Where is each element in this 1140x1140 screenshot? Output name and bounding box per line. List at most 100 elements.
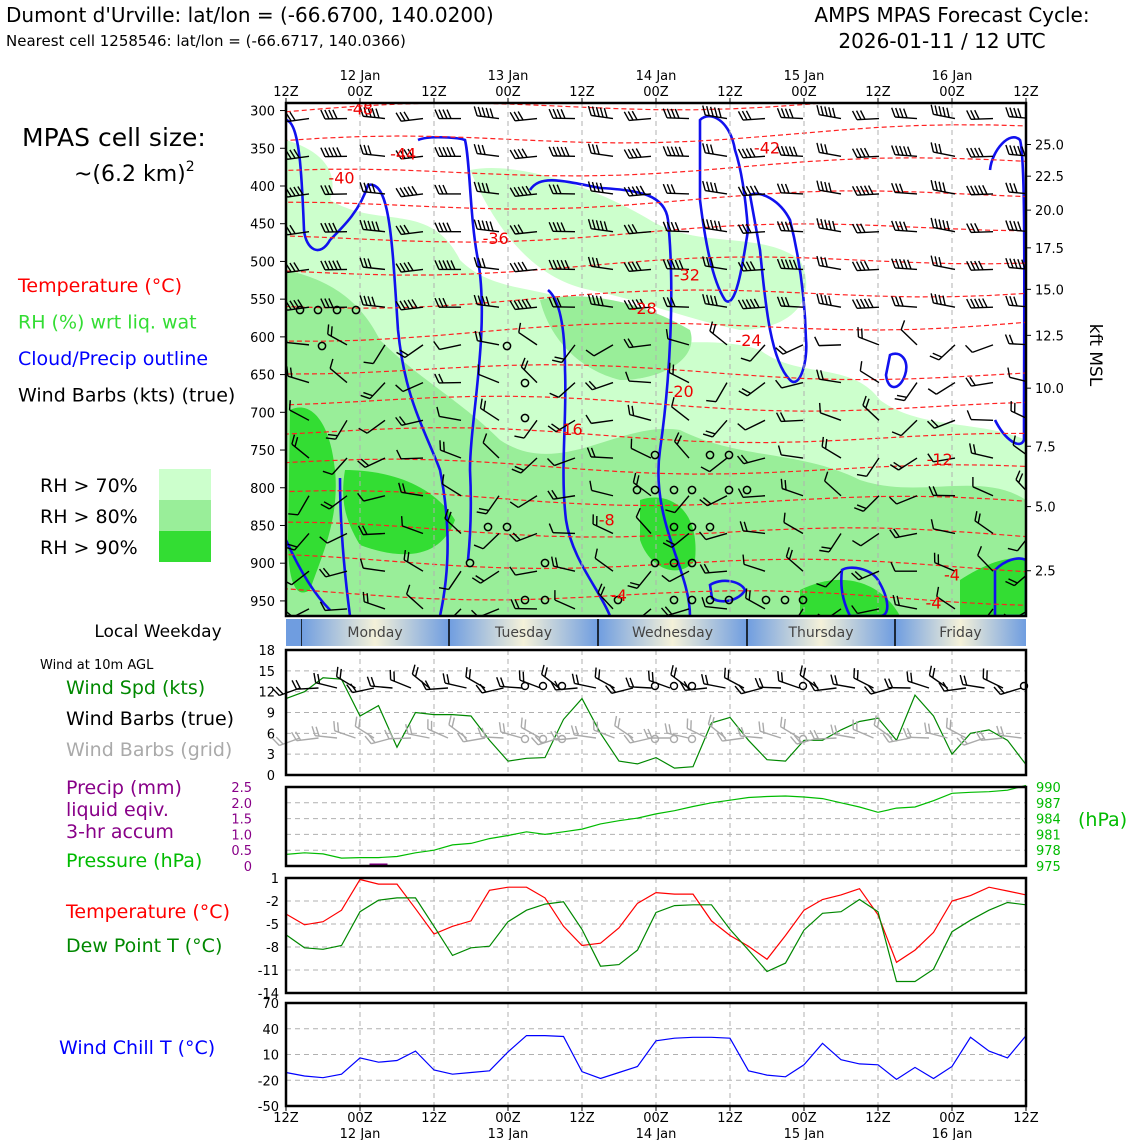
- wind-barb: [857, 327, 880, 346]
- wind-barb: [359, 219, 386, 233]
- wind-barb: [509, 566, 538, 576]
- temperature-label: -4: [926, 593, 942, 612]
- wind-barb: [473, 532, 500, 550]
- weekday-cell-lead: [286, 619, 301, 646]
- wind-barb: [395, 381, 424, 393]
- height-tick-label: 7.5: [1035, 440, 1056, 455]
- wind-barb: [509, 298, 538, 311]
- wind-tick-label: 6: [267, 727, 275, 742]
- wind-barb: [395, 185, 424, 198]
- pressure-tick-label: 800: [250, 482, 275, 497]
- surface-wind-barb: [366, 676, 393, 689]
- top-tick-label: 12Z: [421, 85, 447, 100]
- calm-marker: [520, 413, 530, 423]
- bottom-date-label: 13 Jan: [488, 1127, 529, 1140]
- wind-barb: [584, 380, 614, 391]
- temperature-contour: [286, 190, 1026, 210]
- pressure-tick-label: 550: [250, 293, 275, 308]
- wind-barb: [702, 180, 728, 195]
- wind-barb: [670, 397, 690, 421]
- weekday-label: Thursday: [787, 625, 853, 641]
- wind-barb: [889, 528, 918, 539]
- top-date-label: 13 Jan: [488, 69, 529, 84]
- dewpoint-line: [285, 897, 1027, 983]
- height-tick-label: 5.0: [1035, 501, 1056, 516]
- wind-barb: [623, 148, 652, 159]
- wind-barb: [900, 320, 918, 346]
- calm-marker: [687, 595, 697, 605]
- calm-marker: [351, 305, 361, 315]
- weekday-cell: [301, 619, 449, 646]
- wind-barb: [329, 358, 348, 384]
- weekday-bar: Monday Tuesday Wednesday Thursday Friday: [286, 619, 1026, 646]
- surface-wind-barb: [754, 677, 782, 689]
- wind-barb: [889, 495, 918, 505]
- bottom-date-label: 12 Jan: [340, 1127, 381, 1140]
- station-title: Dumont d'Urville: lat/lon = (-66.6700, 1…: [6, 3, 494, 27]
- wind-barb: [1005, 295, 1026, 308]
- wind-barb: [891, 258, 918, 271]
- wind-barb: [586, 447, 614, 459]
- wind-barb: [966, 223, 994, 234]
- top-tick-label: 00Z: [939, 85, 965, 100]
- wind-barb: [662, 259, 690, 271]
- wind-barb: [927, 453, 956, 463]
- wind-barb: [709, 321, 728, 346]
- wind-barb: [851, 260, 880, 272]
- wind-barb: [434, 222, 461, 233]
- wind-tick-label: 3: [267, 748, 275, 763]
- wind-barb: [665, 495, 690, 514]
- temperature-panel: 1 -2 -5 -8 -11 -14: [258, 872, 1028, 1002]
- wind-legend-item: Wind Barbs (true): [66, 708, 234, 730]
- surface-wind-barb: [420, 680, 449, 691]
- temperature-contour: [286, 157, 1026, 177]
- precip-tick-label: 0: [244, 860, 252, 875]
- wind-barb: [739, 521, 766, 535]
- windchill-label: Wind Chill T (°C): [59, 1037, 215, 1059]
- wind-barb: [398, 482, 424, 497]
- top-date-label: 14 Jan: [636, 69, 677, 84]
- pressure-tick-label: 984: [1036, 813, 1061, 828]
- precip-bar: [369, 863, 388, 866]
- grid-wind-barb: [945, 717, 967, 739]
- wind-barb: [546, 457, 576, 467]
- grid-wind-barb: [457, 732, 486, 743]
- wind-barb: [511, 457, 538, 474]
- cell-size-value: ~(6.2 km)2: [74, 159, 195, 187]
- main-grid: [359, 103, 953, 616]
- surface-wind-barb: [540, 664, 560, 689]
- wind-barb: [396, 344, 424, 359]
- wind-barb: [1012, 435, 1026, 459]
- calm-marker: [724, 450, 734, 460]
- top-tick-label: 00Z: [495, 85, 521, 100]
- temp-tick-label: -2: [266, 895, 279, 910]
- rh-legend-item: RH > 70%: [40, 475, 138, 497]
- wind-barb: [853, 495, 880, 512]
- legend-item: Temperature (°C): [17, 275, 182, 297]
- wind-barb: [363, 344, 386, 365]
- top-tick-label: 12Z: [273, 85, 299, 100]
- surface-wind-barb: [938, 681, 967, 692]
- wind-barb: [662, 221, 690, 233]
- wind-barb: [623, 110, 652, 122]
- wind-barb: [852, 532, 880, 547]
- grid-wind-barb: [384, 729, 412, 740]
- nearest-cell-line: Nearest cell 1258546: lat/lon = (-66.671…: [6, 32, 406, 50]
- wind-barb: [434, 297, 461, 308]
- wind-barb: [320, 185, 348, 196]
- calm-markers: [295, 305, 808, 605]
- calm-marker: [650, 681, 660, 691]
- pressure-tick-label: 650: [250, 369, 275, 384]
- wind-barb: [291, 434, 310, 459]
- wind-barb: [891, 419, 918, 437]
- wind-barb: [977, 545, 994, 572]
- wind-barb: [891, 107, 918, 120]
- calm-marker: [669, 558, 679, 568]
- wind-barb: [936, 586, 956, 610]
- wind-barb: [737, 298, 766, 310]
- grid-wind-barb: [664, 723, 689, 739]
- wind-barb: [819, 533, 842, 553]
- surface-wind-barb: [625, 677, 652, 689]
- calm-marker: [502, 341, 512, 351]
- wind-barb: [395, 416, 424, 426]
